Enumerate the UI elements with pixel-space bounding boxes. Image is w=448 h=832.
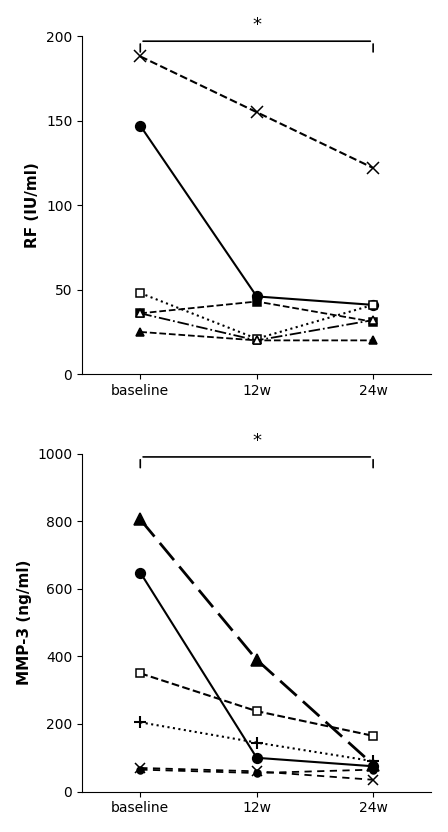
Y-axis label: MMP-3 (ng/ml): MMP-3 (ng/ml) (17, 560, 32, 686)
Text: *: * (252, 17, 261, 34)
Text: *: * (252, 432, 261, 450)
Y-axis label: RF (IU/ml): RF (IU/ml) (26, 162, 40, 248)
